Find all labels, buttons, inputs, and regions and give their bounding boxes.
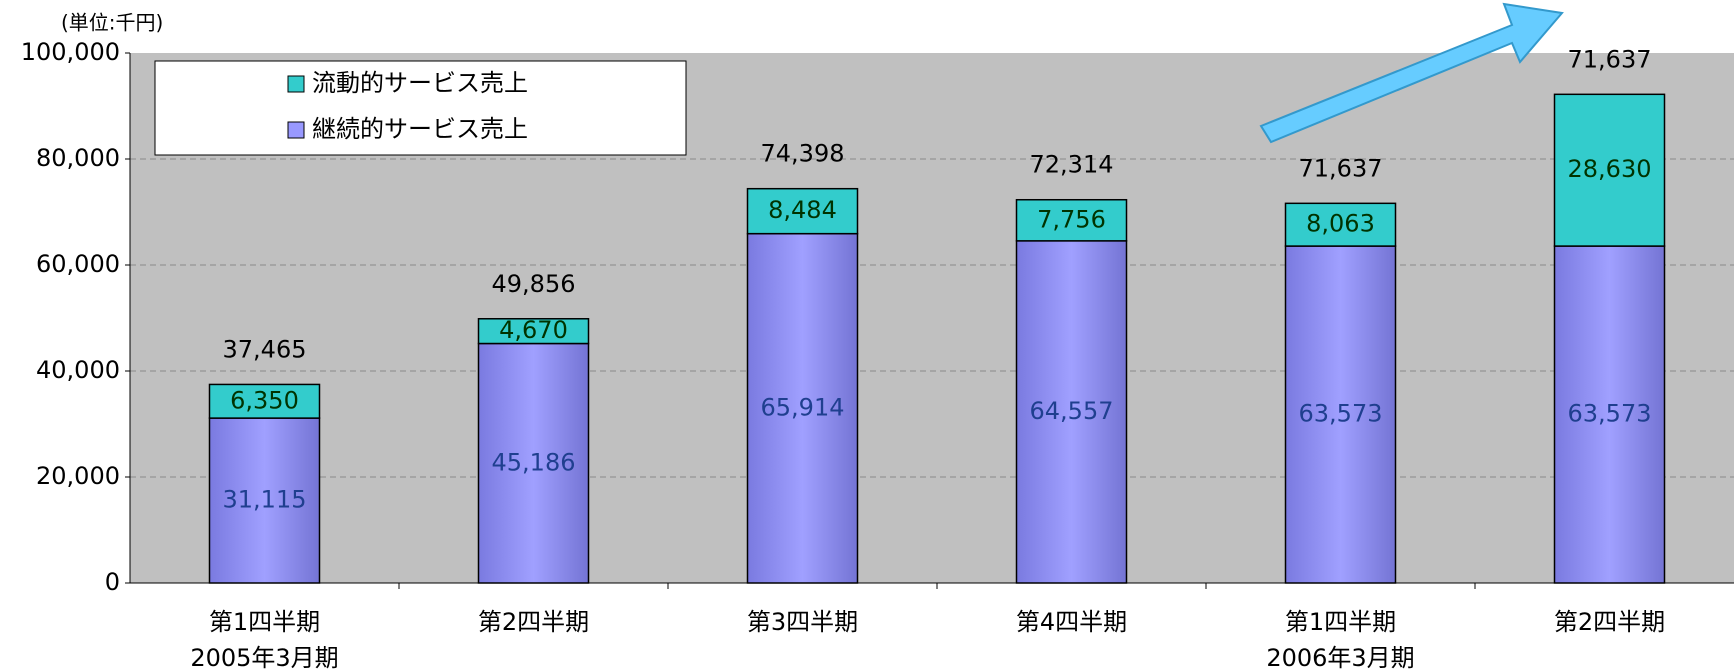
value-label: 7,756 <box>1037 205 1106 233</box>
x-tick-label: 第1四半期 <box>1285 608 1396 636</box>
bar-segment <box>746 232 859 584</box>
y-tick-label: 20,000 <box>36 462 120 490</box>
x-tick-label: 第1四半期 <box>209 608 320 636</box>
bar-segment <box>1015 240 1128 584</box>
legend-label: 継続的サービス売上 <box>312 115 528 143</box>
value-label: 8,484 <box>768 196 837 224</box>
value-label: 8,063 <box>1306 210 1375 238</box>
bar-segment <box>208 383 321 419</box>
total-label: 71,637 <box>1568 45 1652 73</box>
value-label: 63,573 <box>1299 400 1383 428</box>
value-label: 6,350 <box>230 386 299 414</box>
y-tick-label: 60,000 <box>36 250 120 278</box>
arrow <box>1259 2 1564 144</box>
total-label: 72,314 <box>1030 151 1114 179</box>
value-label: 28,630 <box>1568 155 1652 183</box>
value-label: 63,573 <box>1568 400 1652 428</box>
total-label: 37,465 <box>223 335 307 363</box>
legend-label: 流動的サービス売上 <box>312 69 528 97</box>
bar-segment <box>746 187 859 235</box>
bar-segment <box>1553 93 1666 247</box>
bar-segment <box>208 417 321 584</box>
legend-swatch <box>287 121 305 139</box>
value-label: 31,115 <box>223 486 307 514</box>
y-tick-label: 40,000 <box>36 356 120 384</box>
total-label: 74,398 <box>761 140 845 168</box>
legend-swatch <box>287 75 305 93</box>
bar-segment <box>1015 198 1128 242</box>
y-tick-label: 0 <box>105 568 120 596</box>
value-label: 4,670 <box>499 316 568 344</box>
x-group-label: 2005年3月期 <box>190 644 338 669</box>
y-tick-label: 100,000 <box>21 38 120 66</box>
x-group-label: 2006年3月期 <box>1266 644 1414 669</box>
value-label: 45,186 <box>492 448 576 476</box>
value-label: 64,557 <box>1030 397 1114 425</box>
legend <box>154 60 687 156</box>
bar-segment <box>1284 245 1397 584</box>
total-label: 71,637 <box>1299 154 1383 182</box>
value-label: 65,914 <box>761 393 845 421</box>
bar-segment <box>1553 245 1666 584</box>
x-tick-label: 第4四半期 <box>1016 608 1127 636</box>
x-tick-label: 第2四半期 <box>1554 608 1665 636</box>
total-label: 49,856 <box>492 270 576 298</box>
unit-label: (単位:千円) <box>61 11 163 35</box>
y-tick-label: 80,000 <box>36 144 120 172</box>
x-tick-label: 第3四半期 <box>747 608 858 636</box>
bar-segment <box>477 318 590 345</box>
bar-segment <box>1284 202 1397 247</box>
x-tick-label: 第2四半期 <box>478 608 589 636</box>
bar-segment <box>477 342 590 584</box>
